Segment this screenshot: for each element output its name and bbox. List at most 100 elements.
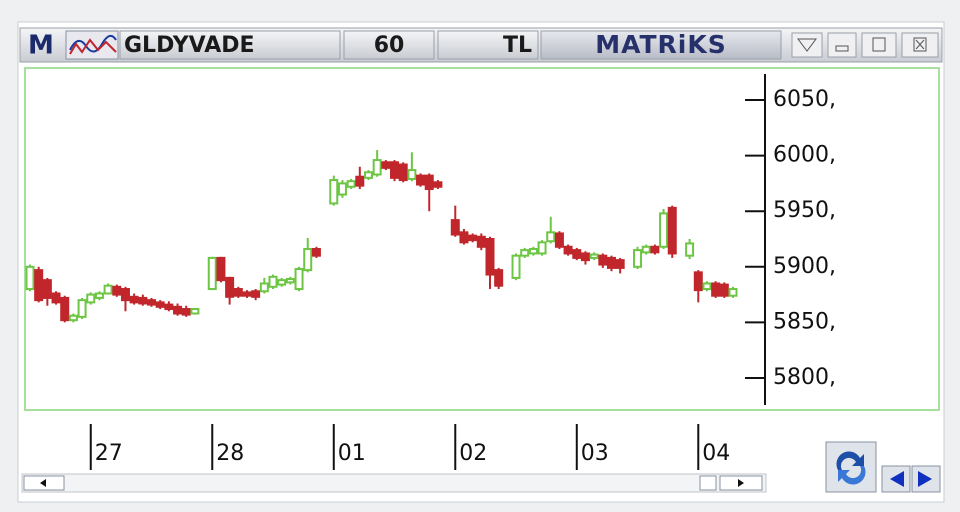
candle-body [329,179,339,205]
candle-body [520,249,530,257]
y-tick-label: 5950, [773,198,836,223]
symbol: GLDYVADE [124,33,255,58]
candle-body [120,288,130,302]
candle-body [277,279,287,286]
candle-body [285,278,295,284]
candle-body [476,235,486,248]
currency-box[interactable] [437,30,539,60]
candle-body [459,231,469,244]
candle-body [494,269,504,287]
x-tick-label: 04 [702,441,730,466]
x-tick-label: 03 [581,441,609,466]
candle-body [563,245,573,255]
candle-body [42,279,52,299]
candle-body [372,159,382,176]
candle-body [390,161,400,179]
candle-body [416,174,426,186]
candle-body [207,256,217,291]
candle-body [25,265,35,291]
candle-body [650,245,660,254]
candle-body [667,206,677,255]
candle-body [641,245,651,254]
scrollbar[interactable] [21,473,767,493]
window-buttons[interactable] [791,32,939,58]
candle-body [554,232,564,248]
candle-body [398,163,408,182]
candle-body [424,174,434,190]
candle-body [181,308,191,316]
candle-body [303,248,313,272]
candle-body [728,288,738,297]
candle-body [129,295,139,304]
x-tick-label: 02 [459,441,487,466]
brand: MATRiKS [595,30,727,59]
candle-body [94,292,104,299]
candle-body [77,299,87,318]
candle-body [528,248,538,255]
scroll-thumb[interactable] [699,475,717,491]
candle-body [355,175,365,187]
candle-body [147,299,157,306]
candle-body [615,259,625,269]
candle-body [337,182,347,196]
candle-body [685,242,695,257]
candle-body [103,284,113,295]
y-tick-label: 5800, [773,365,836,390]
candle-body [433,181,443,188]
brand-box [540,30,782,60]
candle-body [546,231,556,243]
candle-body [268,275,278,288]
candle-body [34,269,44,302]
candle-body [68,314,78,322]
candle-body [702,282,712,291]
period-box[interactable] [343,30,435,60]
candle-body [468,234,478,242]
candle-body [259,282,269,293]
candle-body [633,249,643,268]
candle-body [450,219,460,236]
candle-body [311,248,321,257]
nav-arrows[interactable] [881,465,941,493]
currency: TL [503,33,532,58]
candle-body [112,285,122,296]
candle-body [51,292,61,304]
candle-body [216,256,226,282]
candle-body [225,276,235,298]
candle-body [580,252,590,262]
logo: M [28,31,54,61]
candle-body [537,241,547,255]
candle-body [60,296,70,322]
candle-body [242,291,252,297]
candle-body [86,293,96,304]
x-tick-label: 28 [216,441,244,466]
candle-body [294,268,304,291]
candle-body [381,161,391,169]
candle-body [485,238,495,276]
candle-body [407,169,417,180]
candle-body [711,282,721,297]
candle-body [659,212,669,248]
chart-icon[interactable] [65,30,119,60]
y-tick-label: 5900, [773,254,836,279]
candle-body [251,290,261,298]
candle-body [589,253,599,259]
candle-body [606,256,616,269]
symbol-box[interactable] [119,30,341,60]
refresh-button[interactable] [825,441,877,493]
x-tick-label: 01 [338,441,366,466]
period: 60 [374,33,405,58]
candle-body [693,271,703,292]
candle-body [173,305,183,315]
candle-body [138,296,148,305]
y-tick-label: 6000, [773,143,836,168]
candle-body [346,180,356,188]
candle-body [190,308,200,315]
candle-body [572,249,582,259]
candle-body [511,254,521,279]
candle-body [155,301,165,308]
candle-body [719,283,729,297]
y-tick-label: 5850, [773,309,836,334]
x-tick-label: 27 [95,441,123,466]
